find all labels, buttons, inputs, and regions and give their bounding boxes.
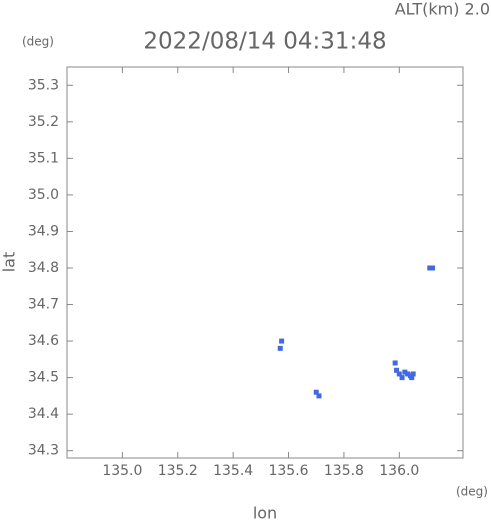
y-tick-label: 35.2 bbox=[28, 114, 59, 130]
x-tick-label: 135.2 bbox=[158, 463, 198, 479]
x-tick-label: 135.4 bbox=[213, 463, 253, 479]
y-tick-label: 34.3 bbox=[28, 443, 59, 459]
x-tick-label: 136.0 bbox=[379, 463, 419, 479]
echo-point bbox=[279, 338, 285, 344]
echo-point bbox=[427, 265, 433, 271]
y-tick-label: 34.8 bbox=[28, 260, 59, 276]
y-tick-label: 35.1 bbox=[28, 150, 59, 166]
echo-point bbox=[394, 367, 400, 373]
y-axis-label: lat bbox=[0, 252, 19, 273]
echo-point bbox=[409, 375, 415, 381]
echo-point bbox=[405, 371, 411, 377]
echo-point bbox=[313, 389, 319, 395]
echo-point bbox=[430, 265, 436, 271]
x-axis-label: lon bbox=[253, 504, 277, 521]
y-tick-label: 35.3 bbox=[28, 77, 59, 93]
y-tick-label: 34.4 bbox=[28, 406, 59, 422]
x-tick-label: 135.0 bbox=[102, 463, 142, 479]
y-tick-label: 34.9 bbox=[28, 223, 59, 239]
echo-point bbox=[396, 371, 402, 377]
echo-point bbox=[399, 375, 405, 381]
x-unit: (deg) bbox=[456, 485, 488, 499]
echo-point bbox=[402, 369, 408, 375]
chart-title: 2022/08/14 04:31:48 bbox=[143, 29, 386, 55]
x-tick-label: 135.8 bbox=[324, 463, 364, 479]
echo-point bbox=[410, 371, 416, 377]
y-tick-label: 34.5 bbox=[28, 370, 59, 386]
altitude-label: ALT(km) 2.0 bbox=[395, 0, 490, 19]
echo-point bbox=[277, 345, 283, 351]
plot-frame bbox=[66, 66, 464, 459]
echo-point bbox=[392, 360, 398, 366]
echo-point bbox=[316, 393, 322, 399]
y-tick-label: 34.6 bbox=[28, 333, 59, 349]
y-tick-label: 34.7 bbox=[28, 297, 59, 313]
y-unit: (deg) bbox=[22, 35, 54, 49]
x-tick-label: 135.6 bbox=[268, 463, 308, 479]
y-tick-label: 35.0 bbox=[28, 187, 59, 203]
